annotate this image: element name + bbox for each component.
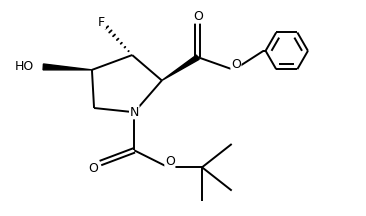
Polygon shape [43, 64, 92, 70]
Text: O: O [165, 155, 175, 168]
Text: O: O [89, 162, 98, 175]
Text: O: O [193, 10, 203, 23]
Text: HO: HO [15, 60, 34, 73]
Text: F: F [98, 16, 105, 29]
Text: N: N [130, 106, 139, 119]
Text: O: O [231, 58, 241, 71]
Polygon shape [162, 55, 199, 81]
